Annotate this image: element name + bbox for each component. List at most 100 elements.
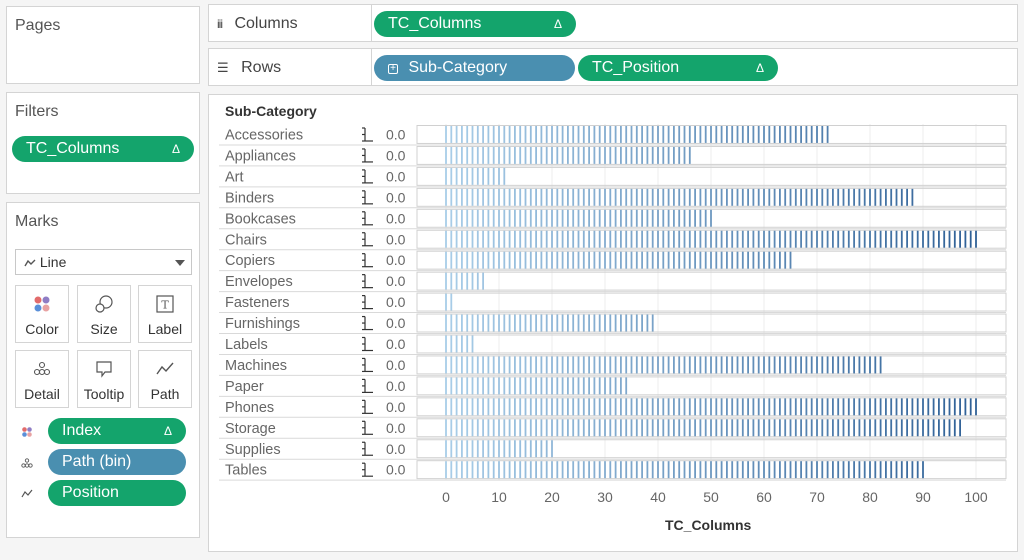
detail-button-label: Detail	[24, 386, 60, 402]
tooltip-button[interactable]: Tooltip	[77, 350, 131, 408]
row-plot-frame	[416, 145, 1007, 165]
x-tick-label: 70	[809, 489, 825, 505]
row-plot-frame	[416, 250, 1007, 270]
rows-pill-sub-category[interactable]: + Sub-Category	[374, 55, 575, 81]
encoding-pill-label: Path (bin)	[62, 453, 132, 470]
detail-button[interactable]: Detail	[15, 350, 69, 408]
line-icon	[24, 251, 36, 275]
x-tick-label: 90	[915, 489, 931, 505]
row-header-title: Sub-Category	[225, 103, 317, 119]
viz-pane[interactable]: Sub-Category Accessories 0.0 Appliances 0.0…	[208, 94, 1018, 552]
x-tick-label: 30	[597, 489, 613, 505]
category-label: Copiers	[225, 253, 275, 269]
color-button-label: Color	[25, 321, 59, 337]
expand-icon: +	[388, 64, 398, 74]
x-tick-label: 100	[964, 489, 988, 505]
size-button-label: Size	[90, 321, 118, 337]
rows-shelf-label-wrap: ☰ Rows	[217, 49, 281, 87]
category-label: Chairs	[225, 232, 267, 248]
path-icon	[139, 359, 191, 379]
color-icon	[19, 424, 35, 440]
label-button[interactable]: T Label	[138, 285, 192, 343]
row-plot-frame	[416, 397, 1007, 417]
category-label: Tables	[225, 463, 267, 479]
detail-icon	[19, 455, 35, 471]
size-icon	[78, 294, 130, 314]
row-axis-value: 0.0	[386, 127, 406, 143]
path-icon	[19, 486, 35, 502]
mark-type-dropdown[interactable]: Line	[15, 249, 192, 275]
row-axis-value: 0.0	[386, 462, 406, 478]
chevron-down-icon	[175, 260, 185, 266]
row-plot-frame	[416, 292, 1007, 312]
row-axis-value: 0.0	[386, 441, 406, 457]
color-button[interactable]: Color	[15, 285, 69, 343]
columns-shelf-label: Columns	[234, 15, 298, 32]
path-button-label: Path	[150, 386, 180, 402]
columns-pill-label: TC_Columns	[388, 15, 482, 32]
row-plot-frame	[416, 376, 1007, 396]
row-plot-frame	[416, 229, 1007, 249]
tooltip-icon	[78, 359, 130, 379]
filters-card[interactable]: Filters TC_Columns Δ	[6, 92, 200, 194]
columns-shelf[interactable]: iii Columns TC_Columns Δ	[208, 4, 1018, 42]
delta-icon: Δ	[163, 424, 172, 438]
rows-shelf[interactable]: ☰ Rows + Sub-Category TC_Position Δ	[208, 48, 1018, 86]
row-plot-frame	[416, 355, 1007, 375]
category-label: Bookcases	[225, 211, 296, 227]
category-label: Furnishings	[225, 316, 300, 332]
row-plot-frame	[416, 125, 1007, 144]
row-axis-value: 0.0	[386, 336, 406, 352]
category-label: Storage	[225, 421, 276, 437]
encoding-pill-position[interactable]: Position	[48, 480, 186, 506]
x-tick-label: 80	[862, 489, 878, 505]
tooltip-button-label: Tooltip	[83, 386, 125, 402]
row-axis-value: 0.0	[386, 189, 406, 205]
pages-title: Pages	[15, 17, 61, 34]
encoding-pill-path-bin[interactable]: Path (bin)	[48, 449, 186, 475]
category-label: Binders	[225, 190, 274, 206]
row-axis-value: 0.0	[386, 378, 406, 394]
x-tick-label: 10	[491, 489, 507, 505]
encoding-pill-label: Position	[62, 484, 119, 501]
row-axis-value: 0.0	[386, 231, 406, 247]
columns-icon: iii	[217, 17, 223, 31]
marks-card[interactable]: Marks Line Color Size T	[6, 202, 200, 538]
delta-icon: Δ	[553, 17, 562, 31]
row-plot-frame	[416, 271, 1007, 291]
encoding-pill-index[interactable]: Index Δ	[48, 418, 186, 444]
shelf-divider	[371, 5, 372, 41]
row-axis-value: 0.0	[386, 210, 406, 226]
category-label: Phones	[225, 400, 274, 416]
rows-pill-tc-position[interactable]: TC_Position Δ	[578, 55, 778, 81]
category-label: Supplies	[225, 442, 281, 458]
size-button[interactable]: Size	[77, 285, 131, 343]
x-tick-label: 60	[756, 489, 772, 505]
rows-shelf-label: Rows	[241, 59, 282, 76]
marks-title: Marks	[15, 213, 59, 230]
rows-pill-label: Sub-Category	[408, 59, 508, 76]
label-button-label: Label	[147, 321, 183, 337]
row-plot-frame	[416, 460, 1007, 480]
category-label: Labels	[225, 337, 268, 353]
row-plot-frame	[416, 166, 1007, 186]
row-axis-value: 0.0	[386, 294, 406, 310]
category-label: Envelopes	[225, 274, 293, 290]
filter-pill-tc-columns[interactable]: TC_Columns Δ	[12, 136, 194, 162]
path-button[interactable]: Path	[138, 350, 192, 408]
category-label: Fasteners	[225, 295, 289, 311]
columns-pill-tc-columns[interactable]: TC_Columns Δ	[374, 11, 576, 37]
chart-svg: Accessories 0.0 Appliances 0.0 Art 0.0 Binders…	[219, 124, 1007, 505]
row-axis-value: 0.0	[386, 399, 406, 415]
pages-card[interactable]: Pages	[6, 6, 200, 84]
row-axis-value: 0.0	[386, 147, 406, 163]
rows-pill-label: TC_Position	[592, 59, 680, 76]
encoding-pill-label: Index	[62, 422, 102, 439]
rows-icon: ☰	[217, 60, 229, 75]
detail-icon	[16, 359, 68, 379]
row-plot-frame	[416, 439, 1007, 459]
category-label: Art	[225, 169, 244, 185]
row-plot-frame	[416, 334, 1007, 354]
row-plot-frame	[416, 187, 1007, 207]
svg-text:T: T	[161, 299, 169, 312]
